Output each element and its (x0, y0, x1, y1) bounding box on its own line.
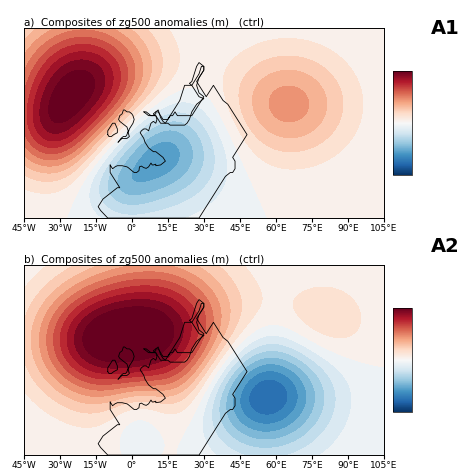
Text: a)  Composites of zg500 anomalies (m)   (ctrl): a) Composites of zg500 anomalies (m) (ct… (24, 18, 264, 27)
Text: A1: A1 (431, 19, 460, 38)
Text: b)  Composites of zg500 anomalies (m)   (ctrl): b) Composites of zg500 anomalies (m) (ct… (24, 255, 264, 264)
Text: A2: A2 (431, 237, 460, 256)
